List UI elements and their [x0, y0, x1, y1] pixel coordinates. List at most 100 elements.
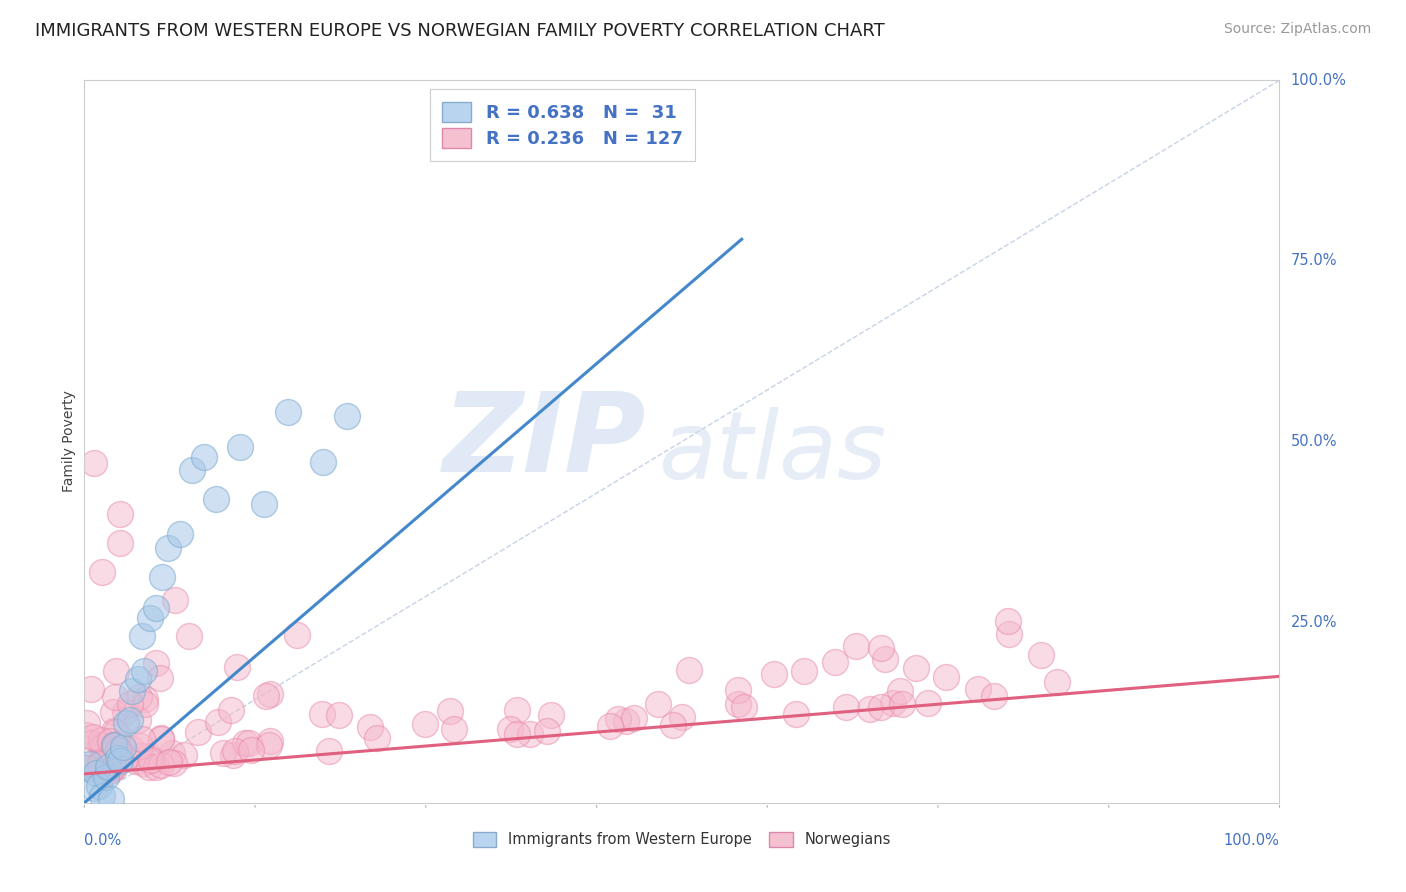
Point — [163, 756, 186, 771]
Point — [505, 727, 527, 741]
Point — [285, 628, 308, 642]
Point — [869, 641, 891, 656]
Point — [318, 744, 340, 758]
Point — [181, 463, 204, 477]
Text: atlas: atlas — [658, 407, 886, 498]
Point — [115, 716, 138, 731]
Point — [107, 742, 129, 756]
Point — [91, 565, 114, 579]
Point — [519, 727, 541, 741]
Point — [259, 687, 281, 701]
Point — [104, 738, 127, 752]
Point — [107, 751, 129, 765]
Point — [229, 441, 252, 455]
Point — [94, 764, 117, 779]
Point — [439, 704, 461, 718]
Point — [499, 723, 522, 737]
Point — [94, 771, 117, 785]
Point — [121, 741, 143, 756]
Point — [366, 731, 388, 746]
Point — [89, 757, 111, 772]
Text: 50.0%: 50.0% — [1291, 434, 1337, 449]
Point — [100, 749, 122, 764]
Point — [253, 496, 276, 510]
Point — [86, 766, 108, 780]
Point — [889, 684, 911, 698]
Point — [727, 683, 749, 698]
Point — [100, 759, 122, 773]
Point — [793, 664, 815, 678]
Point — [536, 724, 558, 739]
Point — [145, 760, 167, 774]
Text: 75.0%: 75.0% — [1291, 253, 1337, 268]
Point — [96, 756, 118, 770]
Point — [89, 739, 111, 753]
Point — [82, 730, 104, 744]
Point — [131, 748, 153, 763]
Point — [875, 652, 897, 666]
Point — [257, 739, 280, 753]
Point — [336, 409, 359, 424]
Point — [131, 732, 153, 747]
Text: Source: ZipAtlas.com: Source: ZipAtlas.com — [1223, 22, 1371, 37]
Point — [127, 713, 149, 727]
Point — [671, 710, 693, 724]
Point — [77, 762, 100, 776]
Point — [983, 690, 1005, 704]
Point — [117, 750, 139, 764]
Point — [104, 690, 127, 705]
Point — [98, 734, 121, 748]
Point — [149, 758, 172, 772]
Point — [114, 706, 136, 720]
Point — [997, 627, 1019, 641]
Point — [105, 724, 128, 739]
Point — [111, 740, 134, 755]
Point — [614, 714, 637, 728]
Point — [110, 754, 132, 768]
Point — [905, 661, 928, 675]
Point — [75, 761, 97, 775]
Point — [76, 715, 98, 730]
Point — [661, 717, 683, 731]
Point — [98, 764, 121, 778]
Point — [882, 696, 904, 710]
Point — [103, 705, 125, 719]
Text: ZIP: ZIP — [443, 388, 647, 495]
Text: 100.0%: 100.0% — [1291, 73, 1347, 87]
Point — [86, 758, 108, 772]
Point — [163, 593, 186, 607]
Point — [506, 703, 529, 717]
Point — [1029, 648, 1052, 663]
Point — [139, 753, 162, 767]
Point — [131, 629, 153, 643]
Point — [108, 535, 131, 549]
Point — [733, 700, 755, 714]
Point — [623, 710, 645, 724]
Point — [129, 739, 152, 753]
Point — [134, 697, 156, 711]
Point — [859, 702, 882, 716]
Point — [177, 629, 200, 643]
Point — [103, 739, 125, 753]
Point — [150, 731, 173, 746]
Point — [845, 639, 868, 653]
Point — [193, 450, 215, 464]
Point — [540, 708, 562, 723]
Point — [935, 670, 957, 684]
Point — [727, 697, 749, 711]
Point — [145, 656, 167, 670]
Point — [226, 660, 249, 674]
Text: 25.0%: 25.0% — [1291, 615, 1337, 630]
Point — [100, 792, 122, 806]
Point — [90, 733, 112, 747]
Point — [835, 699, 858, 714]
Point — [224, 744, 246, 758]
Point — [599, 719, 621, 733]
Point — [359, 720, 381, 734]
Point — [238, 735, 260, 749]
Point — [891, 698, 914, 712]
Point — [157, 755, 180, 769]
Point — [103, 738, 125, 752]
Point — [124, 754, 146, 768]
Point — [763, 667, 786, 681]
